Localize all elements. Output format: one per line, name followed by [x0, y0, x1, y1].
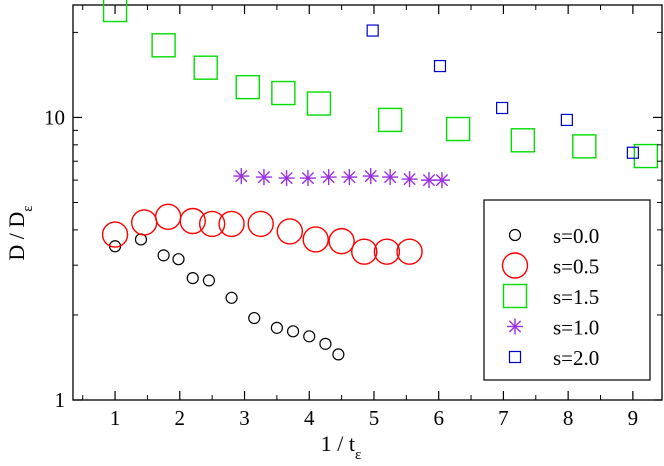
data-point	[320, 169, 337, 186]
y-axis-label-sub: ε	[20, 205, 36, 211]
x-axis-label-sub: ε	[355, 447, 361, 463]
series-s-0-5	[101, 203, 423, 265]
data-point	[445, 116, 471, 142]
data-point	[202, 274, 216, 287]
data-point	[271, 80, 296, 106]
data-point	[101, 221, 129, 248]
legend-label: s=1.0	[553, 316, 599, 340]
data-point	[276, 218, 304, 245]
legend-label: s=0.0	[553, 224, 599, 248]
data-point	[151, 33, 176, 58]
data-point	[510, 128, 536, 153]
series-s-1-0	[233, 168, 450, 189]
data-series-layer	[101, 0, 659, 361]
data-point	[247, 210, 274, 238]
legend-marker	[508, 228, 522, 242]
data-point	[299, 170, 316, 187]
x-tick-label: 2	[175, 406, 186, 430]
data-point	[286, 325, 300, 338]
data-point	[332, 348, 345, 361]
data-point	[154, 203, 182, 231]
data-point	[351, 238, 378, 265]
series-s-1-5	[102, 0, 659, 169]
data-point	[278, 170, 295, 187]
data-point	[328, 227, 355, 255]
x-tick-label: 4	[304, 406, 315, 430]
legend-marker	[508, 350, 522, 364]
data-point	[341, 169, 358, 186]
x-tick-label: 8	[563, 406, 574, 430]
data-point	[433, 59, 447, 73]
x-tick-label: 5	[369, 406, 380, 430]
y-tick-label: 1	[55, 388, 66, 412]
data-point	[233, 168, 250, 185]
data-point	[572, 134, 597, 159]
data-point	[248, 311, 261, 325]
series-s-0-0	[108, 233, 345, 361]
y-tick-label: 10	[44, 105, 65, 129]
legend-label: s=2.0	[553, 346, 599, 370]
data-point	[193, 55, 218, 80]
data-point	[270, 321, 283, 334]
data-point	[302, 226, 329, 253]
data-point	[496, 101, 509, 115]
legend-marker	[502, 283, 528, 309]
x-tick-label: 6	[433, 406, 444, 430]
data-point	[626, 146, 639, 159]
legend-marker	[507, 318, 523, 335]
data-point	[382, 169, 399, 186]
data-point	[255, 169, 272, 186]
data-point	[130, 209, 158, 236]
data-point	[198, 210, 226, 238]
data-point	[218, 210, 245, 238]
y-axis-label-main: D / D	[4, 212, 29, 261]
data-point	[373, 238, 401, 265]
data-point	[401, 171, 418, 188]
data-point	[377, 107, 403, 133]
data-point	[186, 272, 199, 285]
data-point	[362, 168, 379, 185]
data-point	[225, 291, 238, 304]
data-point	[560, 113, 573, 127]
x-tick-label: 1	[110, 406, 121, 430]
x-axis-label: 1 / tε	[321, 431, 362, 463]
data-point	[102, 0, 128, 23]
legend-label: s=1.5	[553, 285, 599, 309]
x-tick-label: 3	[239, 406, 250, 430]
data-point	[433, 172, 450, 189]
data-point	[235, 74, 260, 100]
data-point	[633, 143, 659, 169]
data-point	[303, 330, 316, 343]
data-point	[319, 337, 332, 350]
x-tick-label: 7	[498, 406, 509, 430]
data-point	[172, 253, 185, 266]
data-point	[306, 91, 332, 116]
x-axis-label-main: 1 / t	[321, 431, 355, 456]
y-axis-label: D / Dε	[4, 205, 36, 260]
data-point	[366, 24, 379, 37]
data-point	[157, 249, 170, 262]
data-point	[396, 238, 423, 265]
legend-marker	[501, 252, 529, 279]
x-tick-label: 9	[628, 406, 639, 430]
legend: s=0.0 s=0.5 s=1.5 s=1.0 s=2.0	[483, 199, 651, 381]
legend-label: s=0.5	[553, 255, 599, 279]
series-s-2-0	[366, 24, 639, 159]
data-point	[179, 207, 206, 235]
